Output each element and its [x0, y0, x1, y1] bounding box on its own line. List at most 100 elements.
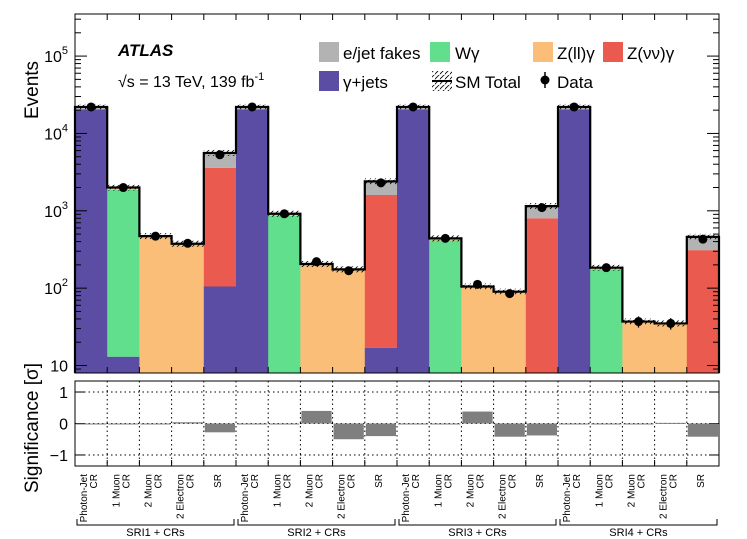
data-point-14 — [537, 203, 547, 213]
data-point-5 — [247, 102, 257, 112]
bar-zllg-17 — [622, 321, 655, 373]
sig-bar-18 — [655, 422, 686, 424]
x-tick-label-3-0: 2 Electron — [176, 474, 187, 519]
bar-zllg-7 — [300, 264, 333, 373]
sig-bar-19 — [687, 423, 718, 437]
y-tick-label-1: 102 — [44, 277, 68, 298]
bar-gjets-10 — [397, 109, 430, 374]
group-label-3: SRI4 + CRs — [609, 527, 668, 539]
bar-efakes-14 — [525, 206, 559, 219]
data-point-1 — [118, 183, 128, 193]
sig-bar-9 — [365, 423, 396, 437]
x-tick-label-10-1: CR — [411, 474, 422, 488]
sig-bar-11 — [430, 423, 461, 425]
data-point-17 — [634, 317, 643, 327]
data-point-12 — [473, 279, 482, 289]
y-tick-label-exponent: 4 — [62, 122, 68, 134]
y-axis-label: Events — [22, 61, 43, 119]
x-tick-label-6-1: CR — [282, 474, 293, 488]
sig-bar-10 — [398, 423, 429, 425]
data-point-15 — [569, 102, 579, 112]
y-tick-label-0: 10 — [50, 359, 68, 376]
group-bracket-2 — [398, 519, 557, 526]
legend-label-data: Data — [557, 73, 593, 92]
y-tick-label-base: 10 — [44, 49, 62, 66]
legend-label-gjets: γ+jets — [343, 73, 388, 92]
sig-bar-4 — [204, 423, 235, 433]
x-tick-label-5-0: Photon-Jet — [240, 474, 251, 523]
x-tick-label-15-0: Photon-Jet — [562, 474, 573, 523]
x-tick-label-17-0: 2 Muon — [627, 474, 638, 507]
y-tick-label-3: 104 — [44, 122, 68, 143]
x-tick-label-14-0: SR — [535, 474, 546, 488]
sig-bar-2 — [140, 423, 171, 425]
x-tick-label-7-1: CR — [315, 474, 326, 488]
data-points — [86, 102, 708, 330]
x-tick-label-11-1: CR — [443, 474, 454, 488]
x-tick-label-0-0: Photon-Jet — [79, 474, 90, 523]
x-tick-label-16-1: CR — [604, 474, 615, 488]
data-point-3 — [183, 238, 193, 248]
sig-bar-13 — [494, 423, 525, 437]
bar-efakes-9 — [364, 181, 398, 196]
bar-zllg-13 — [493, 291, 527, 373]
bar-znng-4 — [203, 167, 237, 287]
sig-axis-label: Significance [σ] — [22, 363, 43, 493]
significance-panel: 1 0 −1 — [50, 380, 720, 467]
x-tick-label-2-0: 2 Muon — [144, 474, 155, 507]
bar-gjets-1 — [107, 356, 140, 373]
bar-wg-1 — [107, 189, 140, 357]
x-tick-label-10-0: Photon-Jet — [401, 474, 412, 523]
x-tick-label-5-1: CR — [250, 474, 261, 488]
legend-swatch-gjets — [319, 71, 339, 91]
data-point-7 — [312, 257, 321, 267]
bar-gjets-15 — [558, 109, 591, 374]
x-tick-label-11-0: 1 Muon — [433, 474, 444, 507]
x-tick-label-2-1: CR — [154, 474, 165, 488]
sig-tick-label-2: −1 — [50, 448, 68, 465]
sig-bar-1 — [108, 423, 139, 425]
x-tick-label-13-1: CR — [508, 474, 519, 488]
data-point-18 — [666, 318, 676, 328]
sig-bar-0 — [76, 423, 107, 425]
sig-bar-16 — [591, 423, 622, 425]
energy-label-exponent: -1 — [254, 71, 264, 83]
x-tick-label-7-0: 2 Muon — [305, 474, 316, 507]
sig-bar-5 — [237, 423, 268, 425]
legend-swatch-wg — [430, 42, 450, 62]
legend-label-znng: Z(νν)γ — [627, 44, 675, 63]
sm-total-step — [73, 105, 721, 373]
bar-zllg-2 — [139, 236, 172, 373]
bar-znng-14 — [525, 218, 559, 373]
data-point-13 — [505, 289, 515, 299]
sig-bar-6 — [269, 423, 300, 425]
data-point-19 — [698, 234, 708, 244]
legend-swatch-zllg — [533, 42, 553, 62]
group-brackets: SRI1 + CRs SRI2 + CRs SRI3 + CRs SRI4 + CRs — [76, 519, 718, 539]
bar-zllg-12 — [461, 286, 494, 373]
data-point-4 — [215, 150, 225, 160]
y-tick-label-exponent: 2 — [62, 277, 68, 289]
x-tick-label-3-1: CR — [186, 474, 197, 488]
sig-bar-17 — [623, 423, 654, 425]
x-tick-label-15-1: CR — [572, 474, 583, 488]
sig-bar-8 — [333, 423, 364, 440]
data-point-9 — [376, 178, 386, 188]
data-point-6 — [279, 209, 289, 219]
sig-bar-15 — [559, 423, 590, 425]
sig-bar-12 — [462, 411, 493, 424]
sig-tick-label-1: 0 — [59, 417, 68, 434]
x-tick-label-13-0: 2 Electron — [498, 474, 509, 519]
atlas-label: ATLAS — [117, 41, 174, 60]
y-tick-label-base: 10 — [44, 281, 62, 298]
bar-wg-6 — [268, 215, 301, 373]
data-point-0 — [86, 102, 96, 112]
bar-efakes-4 — [203, 152, 237, 168]
y-tick-label-exponent: 5 — [62, 45, 68, 57]
x-tick-label-12-1: CR — [476, 474, 487, 488]
x-tick-label-6-0: 1 Muon — [272, 474, 283, 507]
sig-tick-label-0: 1 — [59, 385, 68, 402]
x-tick-label-9-0: SR — [374, 474, 385, 488]
